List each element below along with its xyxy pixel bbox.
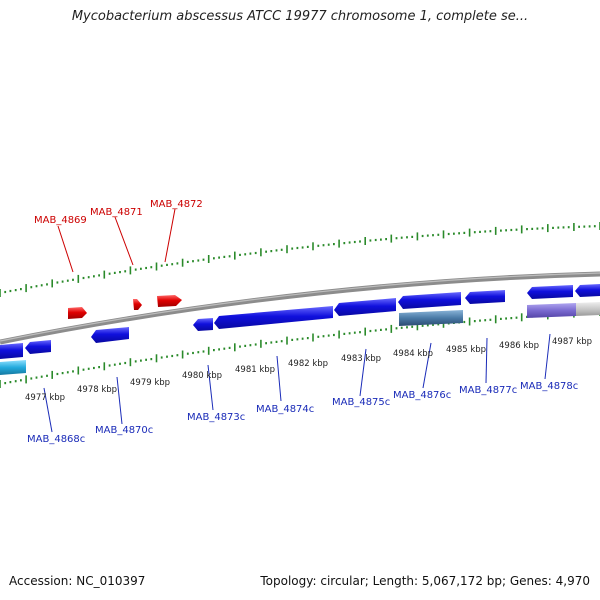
kbp-label: 4985 kbp (446, 345, 486, 355)
label-mab-4876c[interactable]: MAB_4876c (393, 390, 451, 401)
label-mab-4875c[interactable]: MAB_4875c (332, 397, 390, 408)
label-mab-4877c[interactable]: MAB_4877c (459, 385, 517, 396)
gene-mab-4871[interactable] (133, 299, 142, 310)
gene-mab-4872[interactable] (157, 295, 182, 307)
gene-mab-4876c[interactable] (398, 292, 461, 309)
forward-label-leaders (57, 208, 176, 273)
gene-mab-4876c-alt[interactable] (399, 310, 463, 326)
kbp-label: 4982 kbp (288, 359, 328, 369)
gene-mab-4870c[interactable] (91, 327, 129, 343)
label-mab-4868c[interactable]: MAB_4868c (27, 434, 85, 445)
gene-mab-4877c[interactable] (465, 290, 505, 304)
reverse-tick-track (0, 308, 600, 388)
gene-reverse[interactable] (575, 284, 600, 297)
forward-genes (68, 295, 182, 319)
topology-text: Topology: circular; Length: 5,067,172 bp… (260, 574, 590, 588)
gene-reverse[interactable] (576, 302, 600, 316)
kbp-label: 4986 kbp (499, 341, 539, 351)
gene-reverse[interactable] (0, 360, 26, 375)
label-mab-4872[interactable]: MAB_4872 (150, 199, 203, 210)
gene-mab-4868c[interactable] (25, 340, 51, 354)
kbp-label: 4983 kbp (341, 354, 381, 364)
label-mab-4871[interactable]: MAB_4871 (90, 207, 143, 218)
kbp-label: 4979 kbp (130, 378, 170, 388)
gene-mab-4874c[interactable] (214, 306, 333, 329)
label-mab-4869[interactable]: MAB_4869 (34, 215, 87, 226)
forward-tick-track (0, 222, 600, 297)
label-mab-4878c[interactable]: MAB_4878c (520, 381, 578, 392)
reverse-genes (0, 284, 600, 375)
kbp-label: 4981 kbp (235, 365, 275, 375)
gene-mab-4878c[interactable] (527, 285, 573, 299)
gene-mab-4875c[interactable] (334, 298, 396, 316)
accession-text: Accession: NC_010397 (9, 574, 146, 588)
kbp-label: 4987 kbp (552, 337, 592, 347)
kbp-label: 4980 kbp (182, 371, 222, 381)
reverse-label-leaders (43, 333, 551, 433)
label-mab-4870c[interactable]: MAB_4870c (95, 425, 153, 436)
kbp-label: 4978 kbp (77, 385, 117, 395)
chromosome-backbone-highlight (0, 272, 600, 342)
gene-mab-4878c-alt[interactable] (527, 303, 576, 318)
gene-mab-4869[interactable] (68, 307, 87, 319)
kbp-label: 4984 kbp (393, 349, 433, 359)
label-mab-4873c[interactable]: MAB_4873c (187, 412, 245, 423)
chromosome-backbone (0, 271, 600, 345)
kbp-label: 4977 kbp (25, 393, 65, 403)
gene-reverse[interactable] (0, 343, 23, 359)
gene-mab-4873c[interactable] (193, 318, 213, 331)
map-title: Mycobacterium abscessus ATCC 19977 chrom… (71, 9, 529, 24)
label-mab-4874c[interactable]: MAB_4874c (256, 404, 314, 415)
